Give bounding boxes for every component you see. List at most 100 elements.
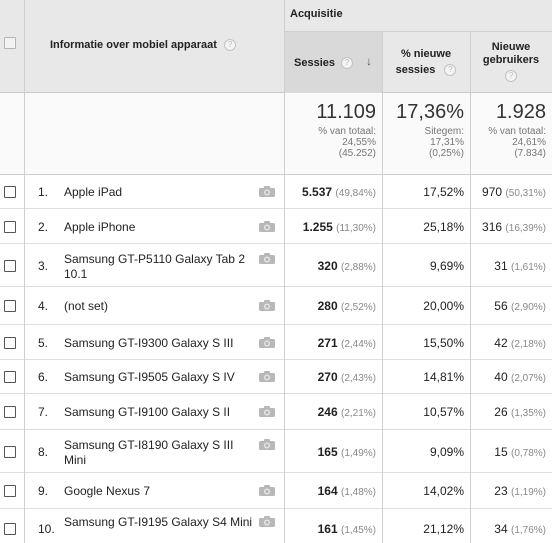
new-users-pct: (16,39%) xyxy=(505,223,546,234)
sessions-value: 161 xyxy=(317,522,338,536)
device-name-link[interactable]: Google Nexus 7 xyxy=(64,484,151,498)
camera-icon[interactable] xyxy=(259,371,275,382)
new-sessions-pct-label-line2: sessies xyxy=(395,64,436,76)
column-divider xyxy=(382,32,383,543)
new-users-pct: (2,18%) xyxy=(510,339,546,350)
new-users-total-pct: 24,61% xyxy=(512,137,546,148)
device-name-link[interactable]: Samsung GT-I9100 Galaxy S II xyxy=(64,405,231,419)
new-sessions-pct-cell: 9,69% xyxy=(429,259,464,273)
new-pct-total-site-avg: 17,31% xyxy=(430,137,464,148)
sessions-value: 165 xyxy=(317,445,338,459)
acquisition-group-label: Acquisitie xyxy=(290,8,343,20)
new-users-total-detail: % van totaal: 24,61% (7.834) xyxy=(488,126,546,159)
row-checkbox[interactable] xyxy=(4,446,16,458)
new-pct-total-value: 17,36% xyxy=(396,101,464,123)
column-divider xyxy=(470,32,471,543)
table-row: 7. Samsung GT-I9100 Galaxy S II 246 (2,21%… xyxy=(0,394,552,430)
new-sessions-pct-label-line2-wrap: sessies ? xyxy=(382,62,470,78)
row-checkbox[interactable] xyxy=(4,523,16,535)
new-users-cell: 56 (2,90%) xyxy=(470,299,552,313)
new-users-cell: 26 (1,35%) xyxy=(470,405,552,419)
camera-icon[interactable] xyxy=(259,337,275,348)
camera-icon[interactable] xyxy=(259,516,275,527)
sessions-pct: (1,45%) xyxy=(340,525,376,536)
new-users-total-caption: % van totaal: xyxy=(488,126,546,137)
device-name-link[interactable]: Samsung GT-I9300 Galaxy S III xyxy=(64,336,234,350)
new-pct-total-cell: 17,36% Sitegem: 17,31% (0,25%) xyxy=(382,93,470,175)
new-users-column-header[interactable]: Nieuwe gebruikers ? xyxy=(470,41,552,83)
new-users-value: 26 xyxy=(494,405,508,419)
sessions-value: 320 xyxy=(317,259,338,273)
row-checkbox[interactable] xyxy=(4,300,16,312)
table-row: 1. Apple iPad 5.537 (49,84%) 17,52% 970 (50,… xyxy=(0,175,552,209)
new-pct-total-diff: (0,25%) xyxy=(428,148,464,159)
camera-icon[interactable] xyxy=(259,253,275,264)
new-sessions-pct-cell: 10,57% xyxy=(423,405,464,419)
row-number: 5. xyxy=(38,336,49,350)
row-checkbox[interactable] xyxy=(4,406,16,418)
column-divider xyxy=(24,0,25,543)
device-column-header[interactable]: Informatie over mobiel apparaat ? xyxy=(50,39,236,52)
table-row: 4. (not set) 280 (2,52%) 20,00% 56 (2,90%) xyxy=(0,287,552,325)
camera-icon[interactable] xyxy=(259,485,275,496)
help-icon[interactable]: ? xyxy=(223,39,236,52)
help-icon[interactable]: ? xyxy=(444,64,457,77)
new-users-pct: (50,31%) xyxy=(505,188,546,199)
help-icon[interactable]: ? xyxy=(505,70,517,83)
sort-descending-icon[interactable]: ↓ xyxy=(366,54,372,68)
column-divider xyxy=(284,0,285,543)
row-checkbox[interactable] xyxy=(4,485,16,497)
new-users-value: 316 xyxy=(482,220,503,234)
device-name-link[interactable]: Apple iPhone xyxy=(64,220,136,234)
sessions-cell: 165 (1,49%) xyxy=(285,445,382,459)
camera-icon[interactable] xyxy=(259,439,275,450)
row-checkbox[interactable] xyxy=(4,186,16,198)
table-row: 6. Samsung GT-I9505 Galaxy S IV 270 (2,43%… xyxy=(0,360,552,394)
device-name-link[interactable]: Samsung GT-I9195 Galaxy S4 Mini xyxy=(64,515,253,529)
new-users-value: 23 xyxy=(494,484,508,498)
sessions-column-header[interactable]: Sessies ? ↓ xyxy=(285,32,382,93)
device-name-link[interactable]: Samsung GT-I9505 Galaxy S IV xyxy=(64,370,235,384)
row-number: 6. xyxy=(38,370,49,384)
new-users-cell: 40 (2,07%) xyxy=(470,370,552,384)
sessions-cell: 164 (1,48%) xyxy=(285,484,382,498)
device-name-link[interactable]: Apple iPad xyxy=(64,185,123,199)
row-checkbox[interactable] xyxy=(4,221,16,233)
table-row: 8. Samsung GT-I8190 Galaxy S III Mini 165 … xyxy=(0,430,552,473)
new-pct-total-detail: Sitegem: 17,31% (0,25%) xyxy=(425,126,464,159)
camera-icon[interactable] xyxy=(259,186,275,197)
new-pct-total-caption: Sitegem: xyxy=(424,126,464,137)
new-sessions-pct-cell: 21,12% xyxy=(423,522,464,536)
new-users-cell: 970 (50,31%) xyxy=(470,185,552,199)
new-users-total-overall: (7.834) xyxy=(514,148,546,159)
device-name-link[interactable]: Samsung GT-P5110 Galaxy Tab 2 10.1 xyxy=(64,252,245,281)
new-users-cell: 23 (1,19%) xyxy=(470,484,552,498)
new-users-label-line2: gebruikers xyxy=(482,54,540,66)
sessions-value: 270 xyxy=(317,370,338,384)
device-name-link[interactable]: Samsung GT-I8190 Galaxy S III Mini xyxy=(64,438,234,467)
new-users-pct: (1,19%) xyxy=(510,487,546,498)
new-users-value: 15 xyxy=(494,445,508,459)
row-checkbox[interactable] xyxy=(4,371,16,383)
sessions-pct: (2,44%) xyxy=(340,339,376,350)
row-number: 9. xyxy=(38,484,49,498)
new-sessions-pct-cell: 20,00% xyxy=(423,299,464,313)
new-sessions-pct-column-header[interactable]: % nieuwe sessies ? xyxy=(382,46,470,78)
camera-icon[interactable] xyxy=(259,221,275,232)
select-all-checkbox[interactable] xyxy=(4,37,16,49)
sessions-cell: 280 (2,52%) xyxy=(285,299,382,313)
sessions-cell: 320 (2,88%) xyxy=(285,259,382,273)
device-name-link[interactable]: (not set) xyxy=(64,299,109,313)
camera-icon[interactable] xyxy=(259,406,275,417)
new-users-total-cell: 1.928 % van totaal: 24,61% (7.834) xyxy=(470,93,552,175)
totals-row: 11.109 % van totaal: 24,55% (45.252) 17,… xyxy=(0,93,552,175)
sessions-pct: (2,21%) xyxy=(340,408,376,419)
camera-icon[interactable] xyxy=(259,300,275,311)
row-checkbox[interactable] xyxy=(4,337,16,349)
acquisition-group-header: Acquisitie xyxy=(285,0,552,32)
sessions-value: 164 xyxy=(317,484,338,498)
row-checkbox[interactable] xyxy=(4,260,16,272)
sessions-total-caption: % van totaal: xyxy=(318,126,376,137)
help-icon[interactable]: ? xyxy=(341,57,353,69)
sessions-cell: 271 (2,44%) xyxy=(285,336,382,350)
